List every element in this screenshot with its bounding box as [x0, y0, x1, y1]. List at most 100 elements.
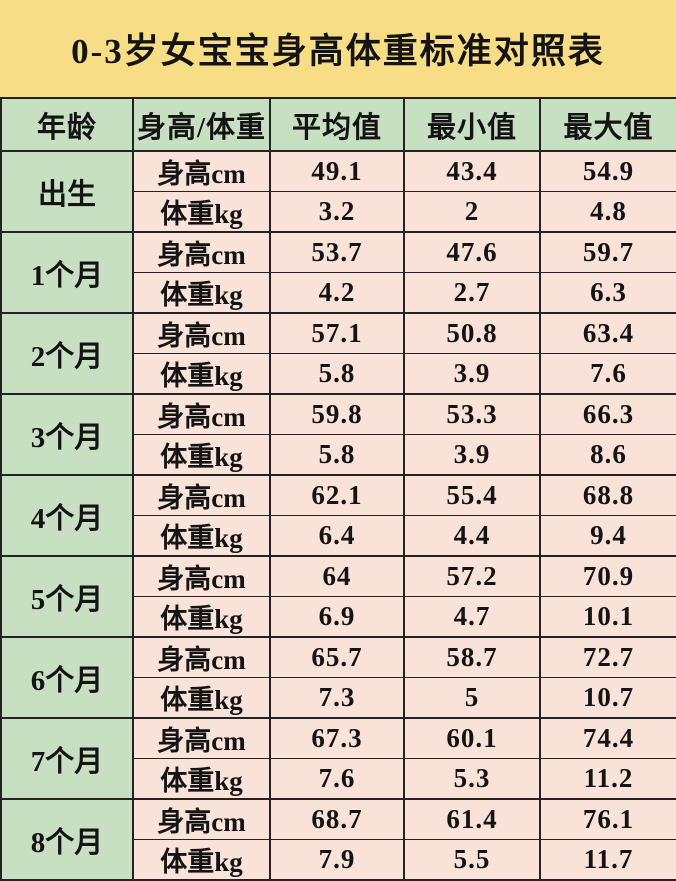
- max-value-cell: 74.4: [539, 717, 676, 759]
- age-cell: 2个月: [0, 312, 134, 395]
- min-value-cell: 3.9: [403, 353, 541, 395]
- avg-value-cell: 67.3: [269, 717, 405, 759]
- avg-value-cell: 6.9: [269, 596, 405, 638]
- metric-label-cell: 身高cm: [132, 636, 271, 678]
- max-value-cell: 68.8: [539, 474, 676, 516]
- avg-value-cell: 7.3: [269, 677, 405, 719]
- table-row-height: 7个月 身高cm 67.3 60.1 74.4: [0, 717, 676, 800]
- avg-value-cell: 5.8: [269, 434, 405, 476]
- min-value-cell: 43.4: [403, 150, 541, 192]
- max-value-cell: 63.4: [539, 312, 676, 354]
- min-value-cell: 57.2: [403, 555, 541, 597]
- min-value-cell: 47.6: [403, 231, 541, 273]
- min-value-cell: 4.4: [403, 515, 541, 557]
- age-cell: 4个月: [0, 474, 134, 557]
- table-row-height: 4个月 身高cm 62.1 55.4 68.8: [0, 474, 676, 557]
- max-value-cell: 76.1: [539, 798, 676, 840]
- min-value-cell: 58.7: [403, 636, 541, 678]
- metric-label-cell: 体重kg: [132, 596, 271, 638]
- metric-label-cell: 身高cm: [132, 393, 271, 435]
- metric-label-cell: 体重kg: [132, 191, 271, 233]
- avg-value-cell: 4.2: [269, 272, 405, 314]
- metric-label-cell: 体重kg: [132, 434, 271, 476]
- avg-value-cell: 7.9: [269, 839, 405, 881]
- avg-value-cell: 62.1: [269, 474, 405, 516]
- table-row-height: 1个月 身高cm 53.7 47.6 59.7: [0, 231, 676, 314]
- avg-value-cell: 53.7: [269, 231, 405, 273]
- max-value-cell: 10.7: [539, 677, 676, 719]
- table-row-weight: 体重kg 6.4 4.4 9.4: [1, 515, 676, 557]
- avg-value-cell: 64: [269, 555, 405, 597]
- column-header-avg: 平均值: [269, 97, 405, 152]
- avg-value-cell: 6.4: [269, 515, 405, 557]
- table-row-height: 6个月 身高cm 65.7 58.7 72.7: [0, 636, 676, 719]
- table-row-height: 5个月 身高cm 64 57.2 70.9: [0, 555, 676, 638]
- metric-label-cell: 体重kg: [132, 515, 271, 557]
- min-value-cell: 5.5: [403, 839, 541, 881]
- avg-value-cell: 68.7: [269, 798, 405, 840]
- avg-value-cell: 65.7: [269, 636, 405, 678]
- max-value-cell: 4.8: [539, 191, 676, 233]
- age-cell: 出生: [0, 150, 134, 233]
- metric-label-cell: 体重kg: [132, 758, 271, 800]
- avg-value-cell: 49.1: [269, 150, 405, 192]
- max-value-cell: 72.7: [539, 636, 676, 678]
- table-row-weight: 体重kg 5.8 3.9 8.6: [1, 434, 676, 476]
- metric-label-cell: 身高cm: [132, 231, 271, 273]
- max-value-cell: 7.6: [539, 353, 676, 395]
- min-value-cell: 53.3: [403, 393, 541, 435]
- avg-value-cell: 59.8: [269, 393, 405, 435]
- min-value-cell: 60.1: [403, 717, 541, 759]
- table-row-weight: 体重kg 6.9 4.7 10.1: [1, 596, 676, 638]
- min-value-cell: 5: [403, 677, 541, 719]
- metric-label-cell: 体重kg: [132, 677, 271, 719]
- metric-label-cell: 身高cm: [132, 555, 271, 597]
- table-row-height: 8个月 身高cm 68.7 61.4 76.1: [0, 798, 676, 881]
- avg-value-cell: 5.8: [269, 353, 405, 395]
- min-value-cell: 5.3: [403, 758, 541, 800]
- metric-label-cell: 身高cm: [132, 312, 271, 354]
- min-value-cell: 2: [403, 191, 541, 233]
- max-value-cell: 8.6: [539, 434, 676, 476]
- column-header-metric: 身高/体重: [132, 97, 271, 152]
- min-value-cell: 55.4: [403, 474, 541, 516]
- table-body: 出生 身高cm 49.1 43.4 54.9 体重kg 3.2 2 4.8 1个…: [0, 150, 676, 881]
- growth-standard-table: 年龄 身高/体重 平均值 最小值 最大值 出生 身高cm 49.1 43.4 5…: [0, 97, 676, 881]
- age-cell: 1个月: [0, 231, 134, 314]
- metric-label-cell: 身高cm: [132, 717, 271, 759]
- age-cell: 7个月: [0, 717, 134, 800]
- min-value-cell: 50.8: [403, 312, 541, 354]
- metric-label-cell: 体重kg: [132, 353, 271, 395]
- metric-label-cell: 身高cm: [132, 474, 271, 516]
- metric-label-cell: 身高cm: [132, 150, 271, 192]
- min-value-cell: 3.9: [403, 434, 541, 476]
- column-header-age: 年龄: [0, 97, 134, 152]
- table-row-height: 2个月 身高cm 57.1 50.8 63.4: [0, 312, 676, 395]
- avg-value-cell: 57.1: [269, 312, 405, 354]
- table-row-height: 出生 身高cm 49.1 43.4 54.9: [0, 150, 676, 233]
- page-title: 0-3岁女宝宝身高体重标准对照表: [71, 32, 605, 71]
- header-row: 年龄 身高/体重 平均值 最小值 最大值: [0, 97, 676, 152]
- column-header-min: 最小值: [403, 97, 541, 152]
- age-cell: 3个月: [0, 393, 134, 476]
- avg-value-cell: 3.2: [269, 191, 405, 233]
- max-value-cell: 70.9: [539, 555, 676, 597]
- max-value-cell: 66.3: [539, 393, 676, 435]
- min-value-cell: 2.7: [403, 272, 541, 314]
- max-value-cell: 10.1: [539, 596, 676, 638]
- age-cell: 8个月: [0, 798, 134, 881]
- max-value-cell: 54.9: [539, 150, 676, 192]
- max-value-cell: 59.7: [539, 231, 676, 273]
- max-value-cell: 6.3: [539, 272, 676, 314]
- table-row-height: 3个月 身高cm 59.8 53.3 66.3: [0, 393, 676, 476]
- table-row-weight: 体重kg 5.8 3.9 7.6: [1, 353, 676, 395]
- metric-label-cell: 体重kg: [132, 272, 271, 314]
- column-header-max: 最大值: [539, 97, 676, 152]
- max-value-cell: 11.7: [539, 839, 676, 881]
- min-value-cell: 61.4: [403, 798, 541, 840]
- avg-value-cell: 7.6: [269, 758, 405, 800]
- max-value-cell: 9.4: [539, 515, 676, 557]
- title-bar: 0-3岁女宝宝身高体重标准对照表: [0, 0, 676, 97]
- age-cell: 5个月: [0, 555, 134, 638]
- metric-label-cell: 体重kg: [132, 839, 271, 881]
